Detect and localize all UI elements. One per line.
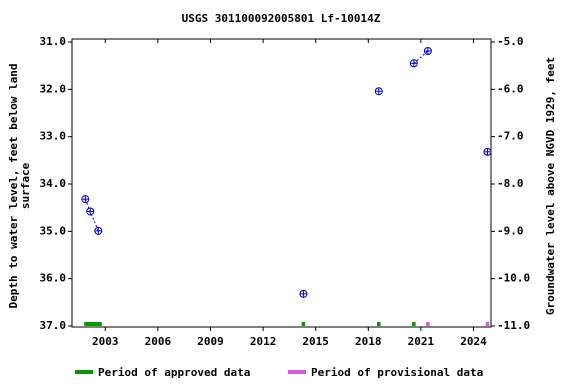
- plot-frame: [71, 38, 492, 328]
- x-tick-label: 2015: [302, 335, 329, 348]
- period-bar: [426, 322, 430, 326]
- chart-title: USGS 301100092005801 Lf-10014Z: [182, 12, 381, 25]
- y-tick-label: 32.0: [40, 82, 67, 95]
- y2-tick-label: -5.0: [497, 35, 524, 48]
- period-bar: [377, 322, 381, 326]
- legend-label: Period of provisional data: [311, 366, 483, 379]
- y-axis-label: surface: [19, 162, 32, 209]
- y2-axis-label: Groundwater level above NGVD 1929, feet: [544, 57, 557, 315]
- y2-tick-label: -6.0: [497, 82, 524, 95]
- y-tick-label: 34.0: [40, 177, 67, 190]
- data-point: [81, 195, 90, 204]
- y-tick-label: 37.0: [40, 319, 67, 332]
- legend-label: Period of approved data: [98, 366, 250, 379]
- x-tick-label: 2018: [355, 335, 382, 348]
- data-line: [413, 50, 429, 64]
- x-tick-label: 2006: [145, 335, 172, 348]
- y-tick-label: 36.0: [40, 272, 67, 285]
- y2-tick-label: -9.0: [497, 224, 524, 237]
- period-bar: [84, 322, 102, 326]
- data-point: [374, 87, 383, 96]
- x-tick-label: 2009: [197, 335, 224, 348]
- x-tick-label: 2024: [460, 335, 487, 348]
- x-tick-label: 2021: [408, 335, 435, 348]
- y2-tick-label: -10.0: [497, 272, 530, 285]
- x-tick-label: 2012: [250, 335, 277, 348]
- y2-tick-label: -7.0: [497, 130, 524, 143]
- period-bar: [301, 322, 306, 326]
- data-point: [483, 147, 492, 156]
- data-point: [94, 226, 103, 235]
- period-bar: [485, 322, 490, 326]
- data-point: [423, 46, 432, 55]
- data-point: [409, 59, 418, 68]
- data-point: [299, 289, 308, 298]
- y-tick-label: 33.0: [40, 130, 67, 143]
- y2-tick-label: -8.0: [497, 177, 524, 190]
- x-tick-label: 2003: [92, 335, 119, 348]
- y-tick-label: 31.0: [40, 35, 67, 48]
- period-bar: [412, 322, 416, 326]
- y-axis-label: Depth to water level, feet below land: [7, 63, 20, 308]
- data-point: [86, 207, 95, 216]
- y2-tick-label: -11.0: [497, 319, 530, 332]
- y-tick-label: 35.0: [40, 224, 67, 237]
